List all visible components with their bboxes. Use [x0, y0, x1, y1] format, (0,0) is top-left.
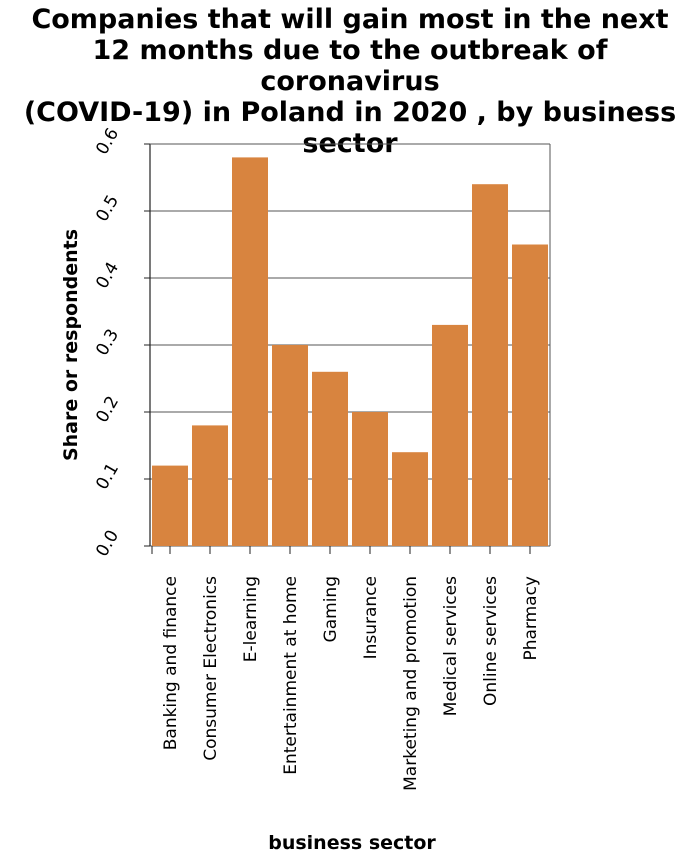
y-tick-label: 0.4 [92, 259, 123, 292]
y-tick-label: 0.5 [92, 192, 123, 225]
x-tick-label: Gaming [321, 576, 341, 642]
x-tick-label: Online services [481, 576, 501, 706]
chart-title-line: Companies that will gain most in the nex… [31, 4, 669, 35]
bar [272, 345, 308, 546]
x-tick-label: Entertainment at home [281, 576, 301, 775]
bars [152, 157, 548, 546]
x-tick-label: Medical services [441, 576, 461, 716]
x-axis-ticks: Banking and finance Consumer Electronics E… [151, 546, 541, 791]
chart-title-line: (COVID-19) in Poland in 2020 , by busine… [23, 97, 677, 128]
bar [432, 324, 468, 546]
y-tick-label: 0.1 [92, 460, 123, 493]
x-tick-label: Pharmacy [521, 576, 541, 661]
bar [312, 371, 348, 546]
y-axis-title: Share or respondents [60, 229, 82, 461]
y-tick-label: 0.0 [92, 527, 123, 560]
bar [192, 425, 228, 546]
y-tick-label: 0.2 [92, 393, 123, 426]
bar [512, 244, 548, 546]
x-tick-label: Insurance [361, 576, 381, 659]
y-tick-label: 0.3 [92, 326, 123, 359]
x-tick-label: Marketing and promotion [401, 576, 421, 791]
x-tick-label: Consumer Electronics [201, 576, 221, 761]
x-tick-label: E-learning [241, 576, 261, 662]
bar [152, 465, 188, 546]
x-tick-label: Banking and finance [161, 576, 181, 750]
bar [352, 412, 388, 546]
y-tick-label: 0.6 [92, 125, 123, 158]
bar [472, 184, 508, 546]
x-axis-title: business sector [268, 832, 436, 854]
chart-title-line: 12 months due to the outbreak of coronav… [92, 35, 608, 97]
y-axis-ticks: 0.0 0.1 0.2 0.3 0.4 0.5 0.6 [92, 125, 150, 560]
bar [392, 452, 428, 546]
bar [232, 157, 268, 546]
